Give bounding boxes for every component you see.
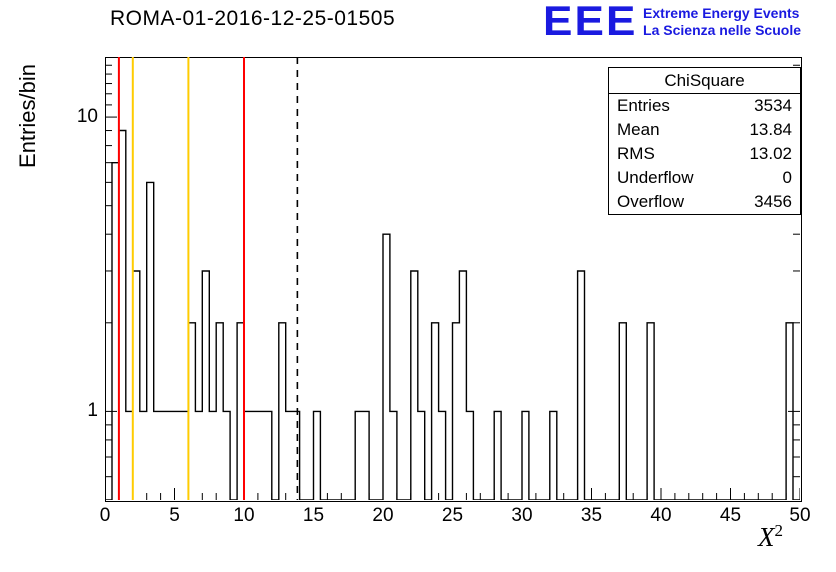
x-tick-label: 5	[169, 505, 180, 526]
stats-label: Entries	[617, 96, 670, 115]
histogram-line	[105, 129, 800, 500]
stats-label: Overflow	[617, 192, 685, 211]
x-tick-label: 20	[372, 505, 394, 526]
stats-value: 13.02	[749, 144, 792, 163]
eee-logo: EEE Extreme Energy Events La Scienza nel…	[543, 0, 801, 44]
x-tick-label: 25	[441, 505, 464, 526]
eee-logo-acronym: EEE	[543, 0, 638, 44]
histogram-svg	[105, 57, 800, 500]
stats-row-rms: RMS 13.02	[609, 142, 800, 166]
stats-row-overflow: Overflow 3456	[609, 190, 800, 214]
stats-row-underflow: Underflow 0	[609, 166, 800, 190]
x-tick-label: 50	[789, 505, 811, 526]
x-tick-label: 40	[650, 505, 672, 526]
x-axis-title-base: X	[758, 522, 775, 552]
x-tick-label: 35	[580, 505, 603, 526]
plot-frame	[105, 57, 802, 502]
x-axis-title-exponent: 2	[774, 521, 784, 540]
x-tick-label: 30	[511, 505, 533, 526]
stats-value: 0	[782, 168, 792, 187]
stats-row-entries: Entries 3534	[609, 94, 800, 118]
stats-value: 3534	[754, 96, 792, 115]
x-tick-label: 45	[719, 505, 742, 526]
x-tick-label: 15	[302, 505, 325, 526]
x-tick-label: 0	[99, 505, 111, 526]
stats-row-mean: Mean 13.84	[609, 118, 800, 142]
eee-logo-line1: Extreme Energy Events	[643, 5, 800, 21]
x-tick-label: 10	[233, 505, 255, 526]
stats-box-title: ChiSquare	[609, 68, 800, 94]
y-tick-label: 10	[76, 106, 98, 128]
y-axis-title: Entries/bin	[15, 64, 40, 168]
eee-logo-line2: La Scienza nelle Scuole	[643, 22, 801, 38]
stats-label: RMS	[617, 144, 655, 163]
x-axis-title: X2	[758, 521, 783, 553]
y-tick-label: 1	[87, 400, 98, 422]
eee-logo-text: Extreme Energy Events La Scienza nelle S…	[643, 2, 801, 39]
stats-label: Mean	[617, 120, 660, 139]
stats-value: 13.84	[749, 120, 792, 139]
stats-box: ChiSquare Entries 3534 Mean 13.84 RMS 13…	[608, 67, 801, 215]
stats-value: 3456	[754, 192, 792, 211]
stats-label: Underflow	[617, 168, 694, 187]
plot-title: ROMA-01-2016-12-25-01505	[110, 7, 396, 30]
